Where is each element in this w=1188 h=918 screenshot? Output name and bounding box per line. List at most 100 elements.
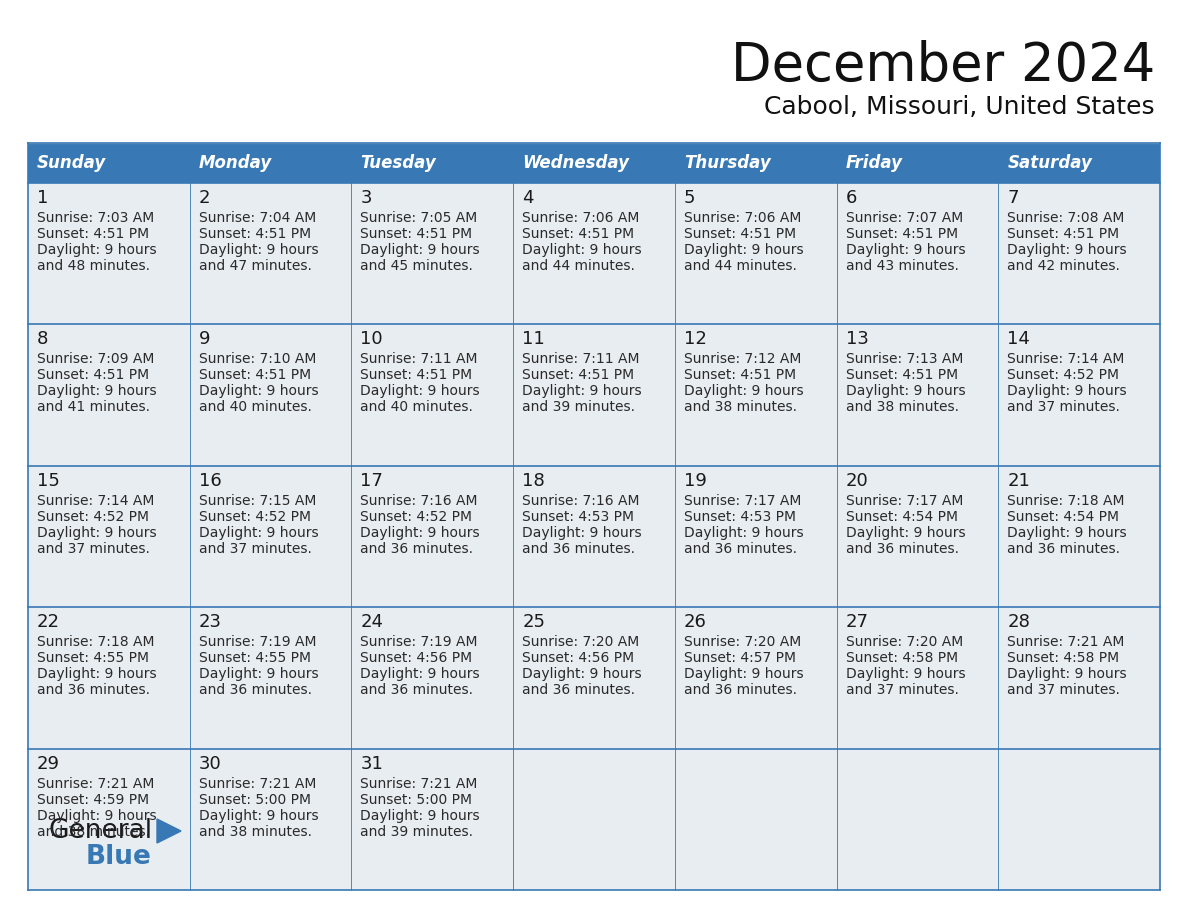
Text: Sunrise: 7:12 AM: Sunrise: 7:12 AM (684, 353, 801, 366)
Text: Sunrise: 7:19 AM: Sunrise: 7:19 AM (360, 635, 478, 649)
Text: Sunset: 4:51 PM: Sunset: 4:51 PM (198, 368, 311, 383)
Text: Daylight: 9 hours: Daylight: 9 hours (360, 809, 480, 823)
Text: Daylight: 9 hours: Daylight: 9 hours (684, 385, 803, 398)
Text: Sunrise: 7:18 AM: Sunrise: 7:18 AM (1007, 494, 1125, 508)
Text: Sunset: 4:52 PM: Sunset: 4:52 PM (1007, 368, 1119, 383)
Text: Daylight: 9 hours: Daylight: 9 hours (846, 526, 965, 540)
Text: Sunset: 4:52 PM: Sunset: 4:52 PM (360, 509, 473, 524)
Text: Sunset: 4:58 PM: Sunset: 4:58 PM (1007, 651, 1119, 666)
Text: Daylight: 9 hours: Daylight: 9 hours (37, 667, 157, 681)
Text: and 47 minutes.: and 47 minutes. (198, 259, 311, 273)
Text: Daylight: 9 hours: Daylight: 9 hours (198, 809, 318, 823)
Text: and 36 minutes.: and 36 minutes. (1007, 542, 1120, 555)
Text: 23: 23 (198, 613, 222, 632)
Text: Daylight: 9 hours: Daylight: 9 hours (198, 667, 318, 681)
Text: and 38 minutes.: and 38 minutes. (37, 824, 150, 839)
Text: Sunrise: 7:06 AM: Sunrise: 7:06 AM (523, 211, 639, 225)
Text: 9: 9 (198, 330, 210, 349)
Text: Sunset: 4:55 PM: Sunset: 4:55 PM (37, 651, 148, 666)
Text: 18: 18 (523, 472, 545, 490)
Text: and 36 minutes.: and 36 minutes. (684, 542, 797, 555)
Text: Sunrise: 7:21 AM: Sunrise: 7:21 AM (360, 777, 478, 790)
Text: Sunset: 4:59 PM: Sunset: 4:59 PM (37, 792, 150, 807)
Text: 16: 16 (198, 472, 221, 490)
Bar (29, 607, 1159, 748)
Text: Sunset: 5:00 PM: Sunset: 5:00 PM (198, 792, 311, 807)
Text: December 2024: December 2024 (731, 40, 1155, 92)
Text: Sunset: 4:52 PM: Sunset: 4:52 PM (37, 509, 148, 524)
Text: 31: 31 (360, 755, 384, 773)
Text: 20: 20 (846, 472, 868, 490)
Text: 21: 21 (1007, 472, 1030, 490)
Text: 15: 15 (37, 472, 59, 490)
Text: 7: 7 (1007, 189, 1019, 207)
Text: Daylight: 9 hours: Daylight: 9 hours (37, 385, 157, 398)
Text: Sunrise: 7:08 AM: Sunrise: 7:08 AM (1007, 211, 1125, 225)
Text: Cabool, Missouri, United States: Cabool, Missouri, United States (764, 95, 1155, 119)
Text: Sunrise: 7:17 AM: Sunrise: 7:17 AM (846, 494, 963, 508)
Text: Sunset: 4:54 PM: Sunset: 4:54 PM (1007, 509, 1119, 524)
Text: Sunrise: 7:20 AM: Sunrise: 7:20 AM (523, 635, 639, 649)
Text: and 36 minutes.: and 36 minutes. (523, 683, 636, 697)
Text: Sunset: 4:56 PM: Sunset: 4:56 PM (360, 651, 473, 666)
Text: Sunrise: 7:04 AM: Sunrise: 7:04 AM (198, 211, 316, 225)
Text: Daylight: 9 hours: Daylight: 9 hours (1007, 385, 1127, 398)
Text: Sunrise: 7:16 AM: Sunrise: 7:16 AM (523, 494, 639, 508)
Text: Daylight: 9 hours: Daylight: 9 hours (684, 667, 803, 681)
Text: Sunset: 4:52 PM: Sunset: 4:52 PM (198, 509, 311, 524)
Text: Sunrise: 7:14 AM: Sunrise: 7:14 AM (37, 494, 154, 508)
Text: and 40 minutes.: and 40 minutes. (198, 400, 311, 414)
Text: Sunrise: 7:21 AM: Sunrise: 7:21 AM (37, 777, 154, 790)
Text: 26: 26 (684, 613, 707, 632)
Text: and 36 minutes.: and 36 minutes. (198, 683, 311, 697)
Text: and 41 minutes.: and 41 minutes. (37, 400, 150, 414)
Text: and 36 minutes.: and 36 minutes. (37, 683, 150, 697)
Text: 4: 4 (523, 189, 533, 207)
Text: Daylight: 9 hours: Daylight: 9 hours (1007, 243, 1127, 257)
Text: and 39 minutes.: and 39 minutes. (360, 824, 474, 839)
Text: Tuesday: Tuesday (360, 154, 436, 172)
Text: Sunset: 4:51 PM: Sunset: 4:51 PM (198, 227, 311, 241)
Text: Sunset: 4:51 PM: Sunset: 4:51 PM (523, 368, 634, 383)
Text: Sunrise: 7:16 AM: Sunrise: 7:16 AM (360, 494, 478, 508)
Text: Daylight: 9 hours: Daylight: 9 hours (684, 243, 803, 257)
Bar (29, 183, 1159, 324)
Text: 27: 27 (846, 613, 868, 632)
Bar (29, 324, 1159, 465)
Text: Sunset: 4:58 PM: Sunset: 4:58 PM (846, 651, 958, 666)
Text: Daylight: 9 hours: Daylight: 9 hours (846, 385, 965, 398)
Text: Sunrise: 7:17 AM: Sunrise: 7:17 AM (684, 494, 801, 508)
Text: Sunset: 4:51 PM: Sunset: 4:51 PM (37, 368, 150, 383)
Text: Sunset: 4:53 PM: Sunset: 4:53 PM (684, 509, 796, 524)
Text: Daylight: 9 hours: Daylight: 9 hours (846, 667, 965, 681)
Text: and 38 minutes.: and 38 minutes. (198, 824, 311, 839)
Text: and 38 minutes.: and 38 minutes. (846, 400, 959, 414)
Text: Sunset: 4:54 PM: Sunset: 4:54 PM (846, 509, 958, 524)
Text: Sunset: 4:51 PM: Sunset: 4:51 PM (846, 227, 958, 241)
Text: Sunrise: 7:21 AM: Sunrise: 7:21 AM (1007, 635, 1125, 649)
Text: Sunrise: 7:21 AM: Sunrise: 7:21 AM (198, 777, 316, 790)
Text: and 37 minutes.: and 37 minutes. (198, 542, 311, 555)
Text: Sunrise: 7:11 AM: Sunrise: 7:11 AM (360, 353, 478, 366)
Text: and 37 minutes.: and 37 minutes. (846, 683, 959, 697)
Bar (29, 143, 1159, 183)
Text: and 43 minutes.: and 43 minutes. (846, 259, 959, 273)
Text: 2: 2 (198, 189, 210, 207)
Text: Monday: Monday (198, 154, 272, 172)
Text: 6: 6 (846, 189, 857, 207)
Text: 17: 17 (360, 472, 384, 490)
Text: Daylight: 9 hours: Daylight: 9 hours (360, 385, 480, 398)
Text: Sunset: 4:51 PM: Sunset: 4:51 PM (523, 227, 634, 241)
Text: Sunrise: 7:11 AM: Sunrise: 7:11 AM (523, 353, 639, 366)
Text: and 42 minutes.: and 42 minutes. (1007, 259, 1120, 273)
Text: 29: 29 (37, 755, 61, 773)
Text: 3: 3 (360, 189, 372, 207)
Text: 22: 22 (37, 613, 61, 632)
Text: and 40 minutes.: and 40 minutes. (360, 400, 473, 414)
Text: Daylight: 9 hours: Daylight: 9 hours (523, 243, 642, 257)
Text: Sunrise: 7:19 AM: Sunrise: 7:19 AM (198, 635, 316, 649)
Text: Sunset: 4:53 PM: Sunset: 4:53 PM (523, 509, 634, 524)
Text: and 36 minutes.: and 36 minutes. (684, 683, 797, 697)
Text: Blue: Blue (86, 844, 152, 870)
Text: Sunset: 4:51 PM: Sunset: 4:51 PM (360, 227, 473, 241)
